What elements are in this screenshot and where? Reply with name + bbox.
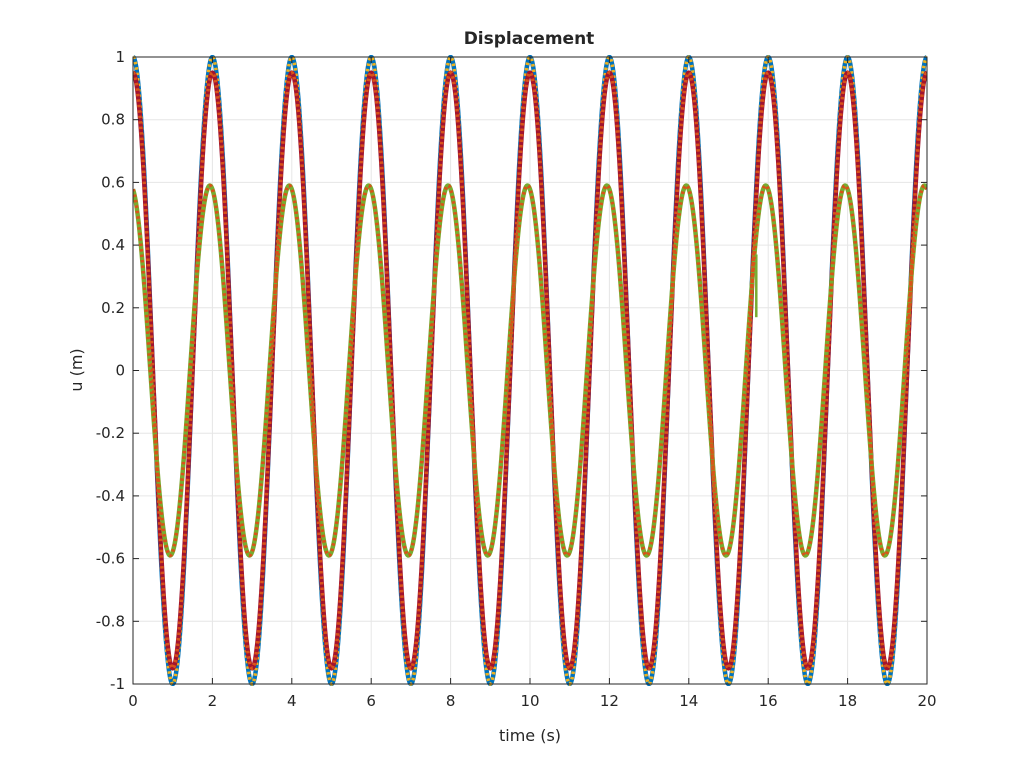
y-tick-label: 0 (115, 362, 125, 380)
y-tick-label: 1 (115, 48, 125, 66)
y-tick-label: 0.6 (101, 173, 125, 191)
y-tick-label: 0.2 (101, 299, 125, 317)
y-tick-label: -0.8 (96, 612, 125, 630)
x-tick-label: 6 (366, 692, 376, 710)
x-tick-label: 12 (600, 692, 619, 710)
y-tick-label: -1 (110, 675, 125, 693)
x-tick-label: 4 (287, 692, 297, 710)
x-tick-label: 20 (917, 692, 936, 710)
x-tick-label: 2 (208, 692, 218, 710)
grid-layer (132, 56, 928, 685)
series-line-6 (133, 183, 927, 558)
x-tick-label: 14 (679, 692, 698, 710)
x-tick-label: 18 (838, 692, 857, 710)
chart-title: Displacement (464, 29, 595, 49)
series-line-3 (133, 70, 927, 671)
series-layer (133, 55, 927, 686)
x-tick-label: 8 (446, 692, 456, 710)
x-tick-label: 16 (759, 692, 778, 710)
x-tick-label: 10 (520, 692, 539, 710)
x-axis-label: time (s) (499, 726, 561, 745)
y-tick-label: -0.6 (96, 550, 125, 568)
y-tick-label: -0.4 (96, 487, 125, 505)
x-tick-label: 0 (128, 692, 138, 710)
y-tick-label: 0.4 (101, 236, 125, 254)
y-axis-label: u (m) (67, 348, 86, 391)
y-tick-label: 0.8 (101, 111, 125, 129)
y-tick-label: -0.2 (96, 424, 125, 442)
axes-layer: 0 2 4 6 8 10 12 14 16 18 20 -1 -0.8 -0.6 -0.4 -0.2 0 0.2 0… (96, 48, 937, 710)
